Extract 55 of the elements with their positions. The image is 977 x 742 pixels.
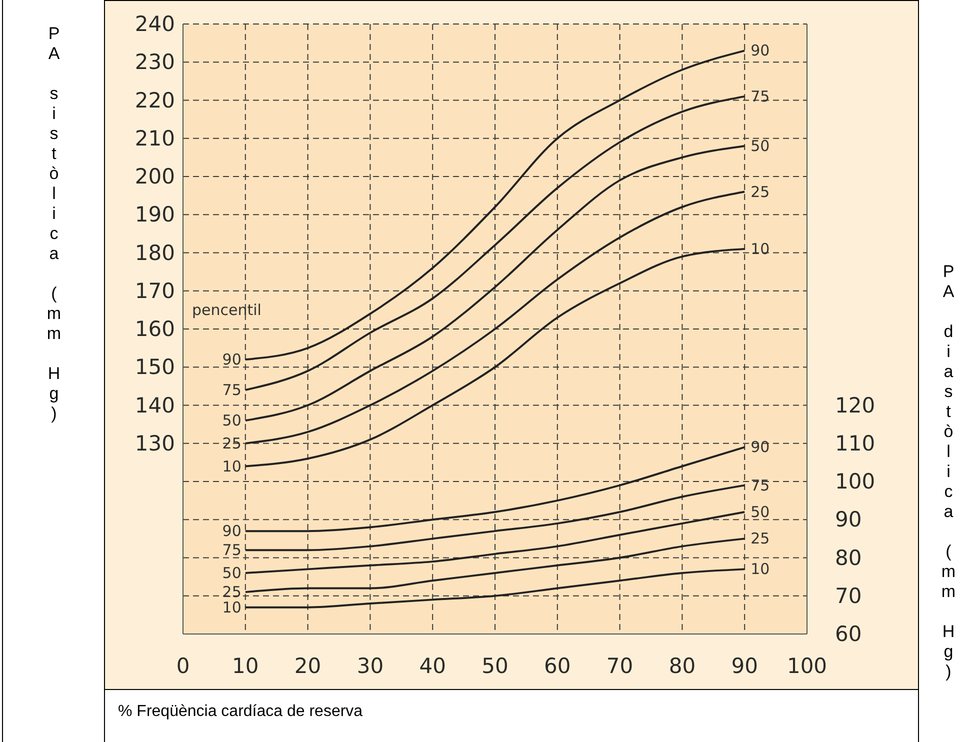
y-tick-label: 210: [134, 126, 175, 150]
series-label: 90: [222, 522, 242, 540]
series-label: 10: [222, 598, 242, 616]
series-label: 75: [222, 381, 242, 399]
text: 90: [750, 42, 770, 60]
line-series: [244, 446, 746, 532]
series-label: 50: [222, 564, 242, 582]
text: 90: [750, 438, 770, 456]
text: 75: [750, 476, 770, 494]
y-tick-label: 130: [134, 431, 175, 456]
x-axis-title: % Freqüència cardíaca de reserva: [118, 703, 363, 721]
line-series: [244, 568, 746, 608]
series-label: 50: [222, 412, 242, 430]
text: 50: [750, 503, 770, 521]
x-tick-label: 0: [176, 654, 190, 678]
line-series: [244, 538, 746, 594]
y-tick-label: 240: [134, 12, 175, 36]
y-tick-label: 230: [134, 50, 175, 74]
y-tick-label: 150: [134, 355, 175, 380]
y-tick-label: 170: [134, 278, 175, 303]
x-tick-label: 100: [786, 654, 828, 678]
y2-axis-title: PA diastòlica (mm Hg): [938, 262, 958, 684]
series-label: 90: [222, 350, 242, 368]
y-axis-title: PA sistòlica (mm Hg): [44, 24, 64, 426]
x-tick-label: 80: [668, 654, 696, 678]
y2-tick-label: 90: [835, 508, 862, 532]
y-tick-label: 220: [134, 88, 175, 112]
x-tick-label: 50: [482, 654, 508, 678]
series-label: 10: [222, 457, 242, 476]
x-tick-label: 60: [544, 654, 571, 678]
y-tick-label: 160: [134, 317, 175, 341]
series-label: 75: [222, 541, 242, 560]
y2-tick-label: 110: [835, 431, 876, 456]
y-tick-label: 140: [134, 393, 175, 418]
y-tick-label: 180: [134, 240, 175, 265]
x-tick-label: 90: [731, 654, 758, 678]
x-tick-label: 10: [232, 654, 259, 678]
x-tick-label: 70: [606, 654, 634, 678]
y-tick-label: 200: [134, 164, 175, 188]
y-tick-label: 190: [134, 202, 175, 227]
y2-tick-label: 60: [835, 622, 862, 646]
line-series: [244, 484, 746, 552]
line-series: [244, 511, 746, 574]
x-tick-label: 30: [356, 654, 384, 678]
y2-tick-label: 120: [835, 393, 876, 418]
text: 10: [750, 560, 770, 578]
text: 25: [750, 530, 770, 548]
x-tick-label: 20: [294, 654, 322, 678]
x-tick-label: 40: [419, 654, 446, 678]
y2-tick-label: 100: [835, 470, 876, 494]
annotation: pencentil: [192, 301, 262, 319]
y2-tick-label: 70: [835, 584, 862, 608]
y2-tick-label: 80: [835, 546, 862, 570]
text: 25: [750, 182, 770, 201]
text: 50: [750, 137, 770, 155]
